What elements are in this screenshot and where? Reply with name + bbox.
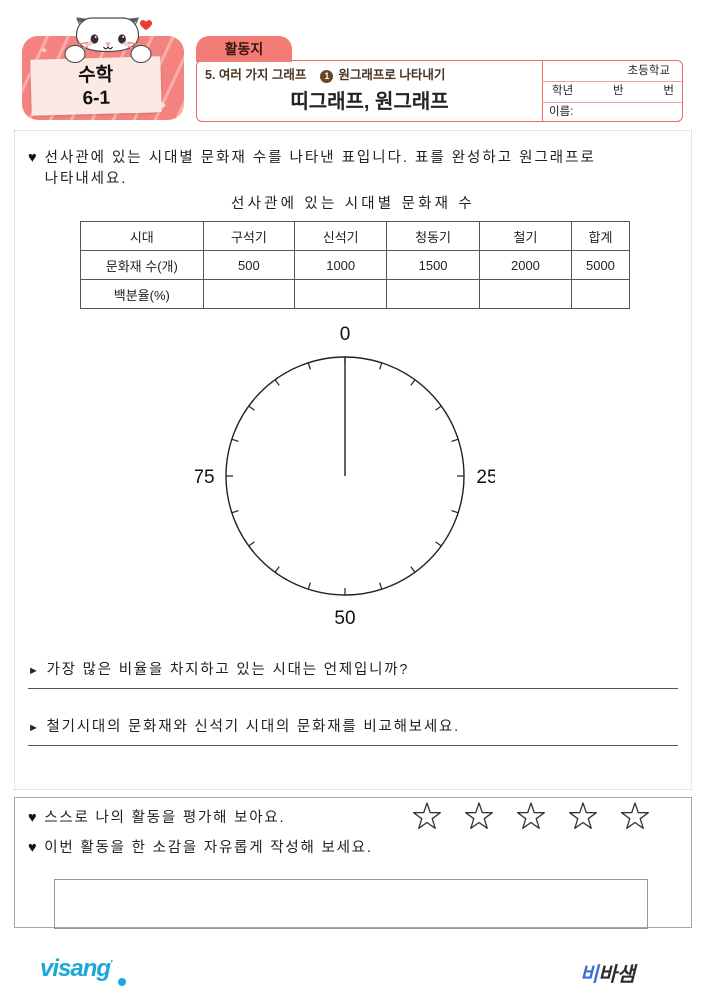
svg-text:25: 25 (476, 467, 495, 488)
svg-text:75: 75 (195, 467, 215, 488)
svg-text:50: 50 (334, 608, 355, 626)
svg-text:0: 0 (340, 326, 351, 345)
